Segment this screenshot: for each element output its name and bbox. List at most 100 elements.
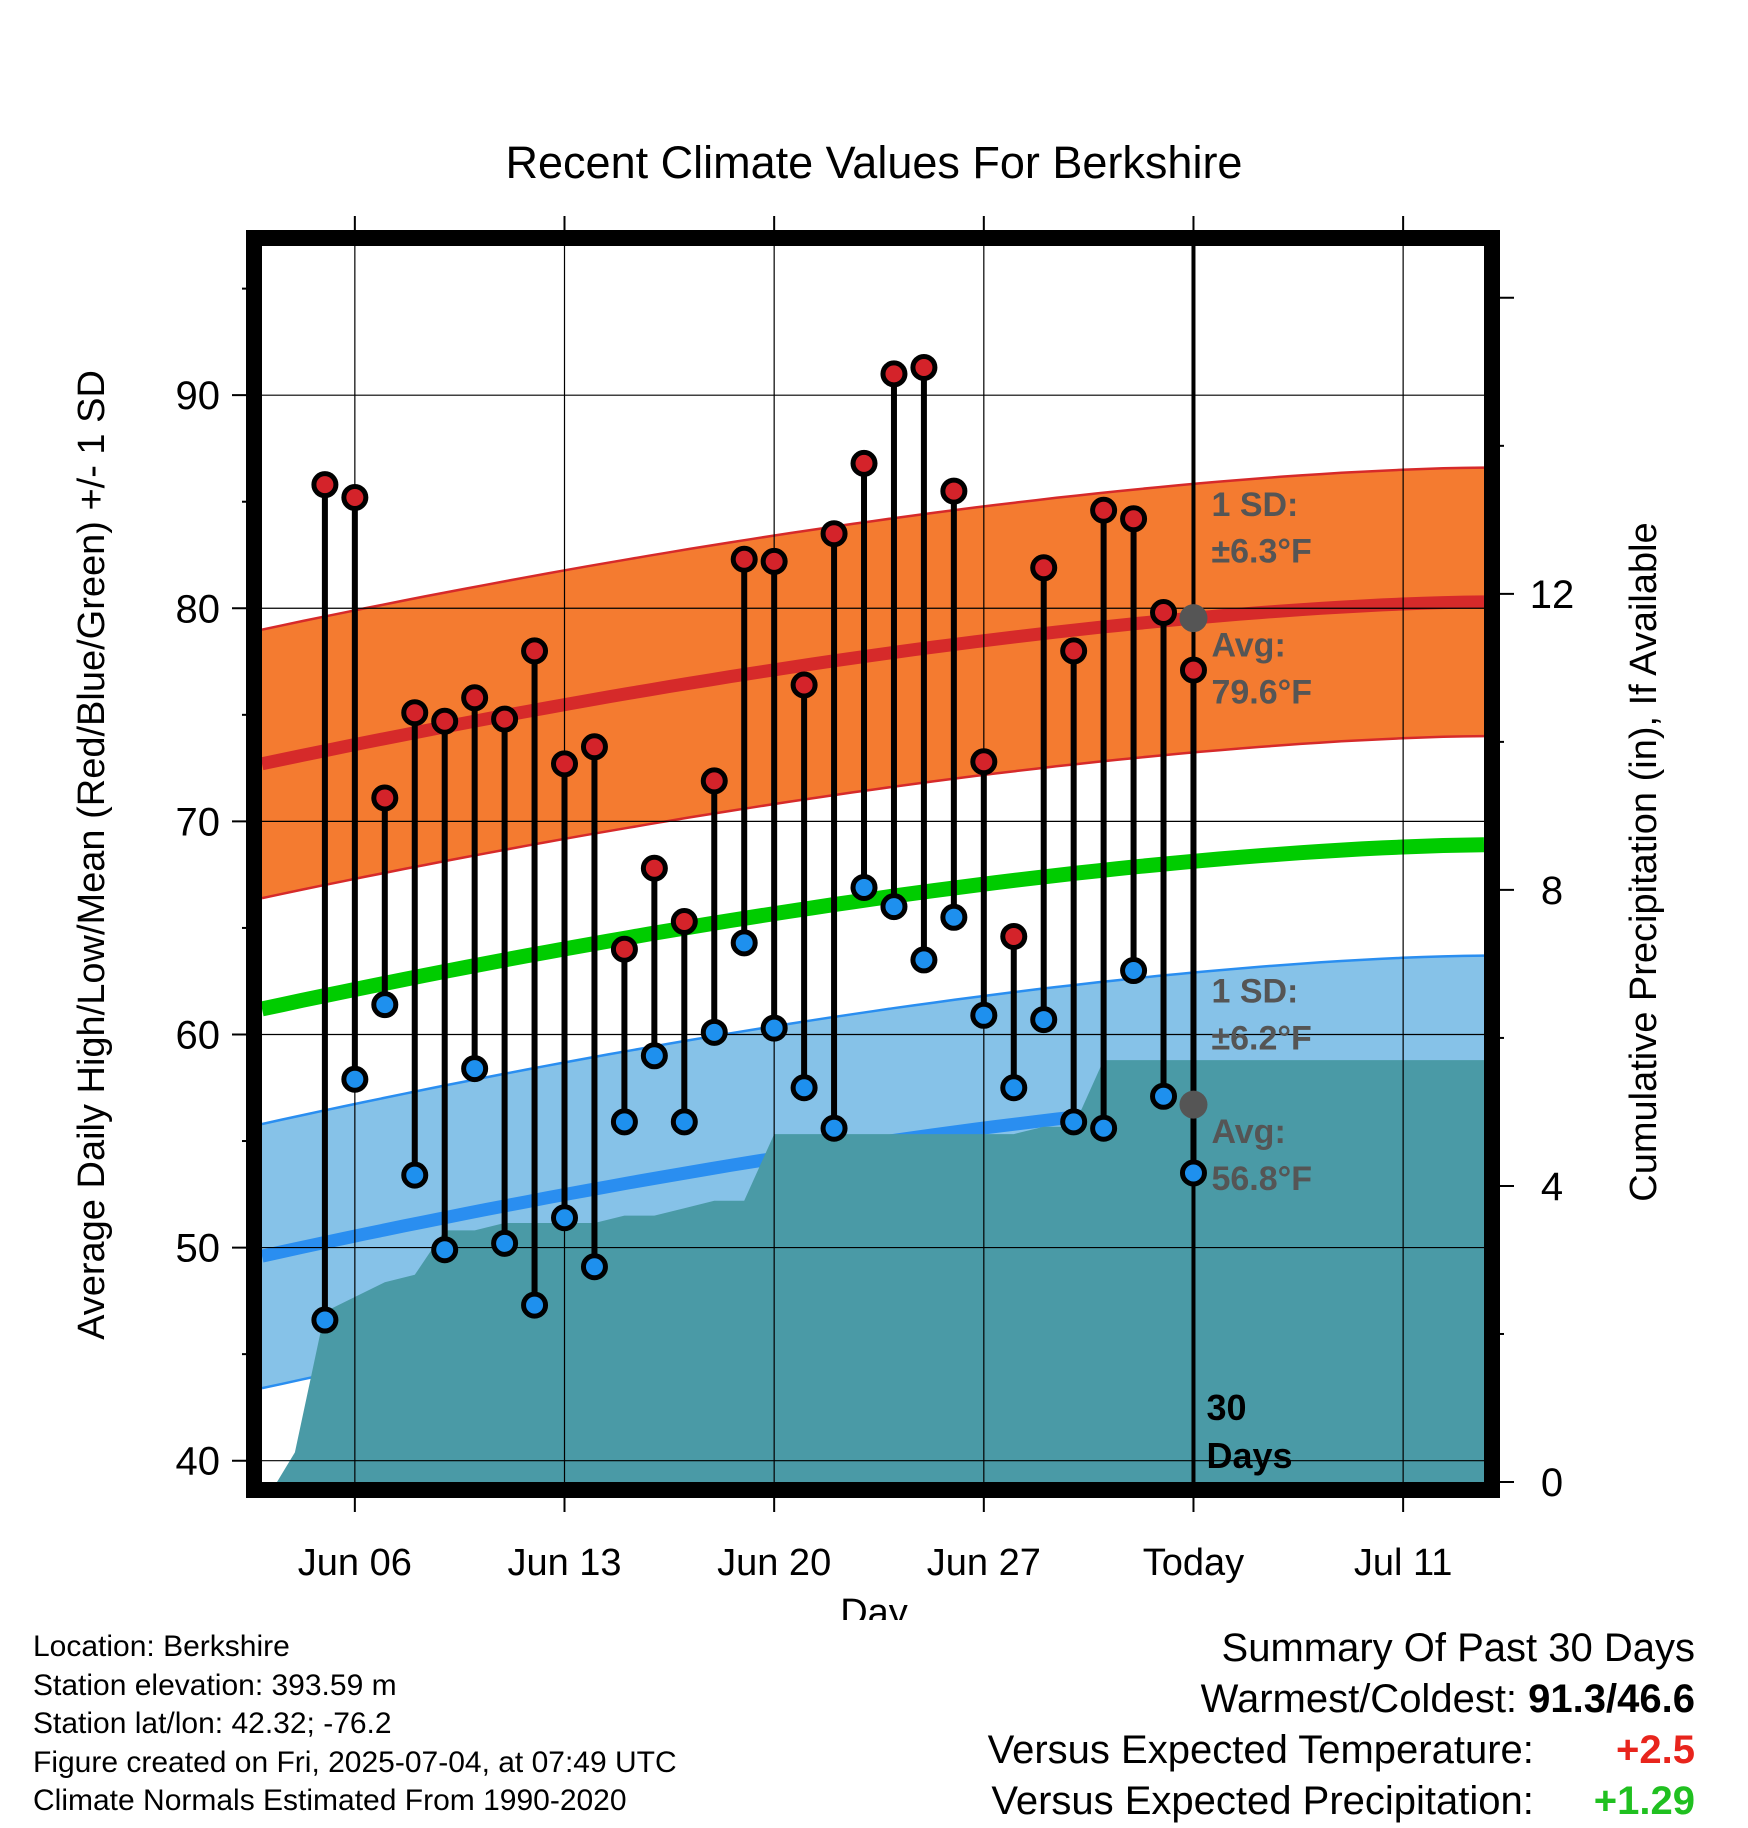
daily-high-point xyxy=(401,699,429,727)
daily-high-point xyxy=(551,750,579,778)
daily-low-point xyxy=(580,1253,608,1281)
x-axis-label: Day xyxy=(840,1592,908,1620)
daily-high-point xyxy=(610,935,638,963)
normal-high-line xyxy=(262,595,1484,771)
low-avg-label: Avg: xyxy=(1211,1113,1285,1151)
daily-high-point xyxy=(1030,554,1058,582)
chart-title: Recent Climate Values For Berkshire xyxy=(506,137,1243,188)
daily-low-point xyxy=(970,1001,998,1029)
daily-low-point xyxy=(820,1114,848,1142)
station-info: Location: Berkshire Station elevation: 3… xyxy=(33,1628,677,1821)
y-axis-label: Average Daily High/Low/Mean (Red/Blue/Gr… xyxy=(71,370,113,1340)
low-sd-label: 1 SD: xyxy=(1211,972,1298,1010)
today-low-normal-point xyxy=(1179,1090,1208,1119)
summary-warmest-label: Warmest/Coldest: xyxy=(1200,1677,1518,1721)
high-sd-label: 1 SD: xyxy=(1211,486,1298,524)
daily-high-point xyxy=(1179,656,1207,684)
daily-high-point xyxy=(940,477,968,505)
station-latlon: Station lat/lon: 42.32; -76.2 xyxy=(33,1707,392,1740)
x-tick-label: Jul 11 xyxy=(1354,1542,1453,1584)
station-elevation: Station elevation: 393.59 m xyxy=(33,1668,397,1702)
summary-precip-value: +1.29 xyxy=(1593,1779,1695,1823)
station-location: Location: Berkshire xyxy=(33,1630,290,1663)
daily-high-point xyxy=(1060,637,1088,665)
daily-low-point xyxy=(341,1065,369,1093)
x-tick-label: Jun 27 xyxy=(927,1542,1041,1584)
daily-low-point xyxy=(640,1042,668,1070)
summary-precip-label: Versus Expected Precipitation: xyxy=(991,1779,1534,1823)
summary-warmest-row: Warmest/Coldest: 91.3/46.6 xyxy=(988,1674,1695,1725)
daily-low-point xyxy=(940,903,968,931)
y2-tick-label: 12 xyxy=(1530,573,1575,617)
y-tick-label: 50 xyxy=(176,1227,221,1271)
daily-low-point xyxy=(1090,1114,1118,1142)
daily-high-point xyxy=(341,483,369,511)
summary-panel: Summary Of Past 30 Days Warmest/Coldest:… xyxy=(988,1623,1695,1827)
x-tick-label: Jun 20 xyxy=(717,1542,831,1584)
daily-high-point xyxy=(371,784,399,812)
low-sd-upper-edge xyxy=(262,954,1484,1126)
high-avg-value: 79.6°F xyxy=(1211,673,1312,711)
y-tick-label: 70 xyxy=(176,800,221,844)
daily-high-point xyxy=(1000,922,1028,950)
y2-tick-label: 8 xyxy=(1541,869,1563,913)
daily-high-point xyxy=(700,767,728,795)
daily-low-point xyxy=(311,1306,339,1334)
daily-low-point xyxy=(850,873,878,901)
y-tick-label: 60 xyxy=(176,1013,221,1057)
summary-title: Summary Of Past 30 Days xyxy=(1221,1626,1695,1670)
today-high-normal-point xyxy=(1179,604,1208,633)
daily-high-point xyxy=(670,908,698,936)
summary-warmest-value: 91.3/46.6 xyxy=(1528,1677,1695,1721)
daily-low-point xyxy=(1120,957,1148,985)
daily-high-point xyxy=(730,545,758,573)
y-tick-label: 40 xyxy=(176,1440,221,1484)
window-days-label: Days xyxy=(1206,1435,1292,1476)
daily-high-point xyxy=(311,471,339,499)
daily-low-point xyxy=(610,1108,638,1136)
daily-low-point xyxy=(371,991,399,1019)
summary-precip-row: Versus Expected Precipitation: +1.29 xyxy=(988,1776,1695,1827)
daily-high-point xyxy=(910,353,938,381)
daily-low-point xyxy=(790,1074,818,1102)
low-sd-value: ±6.2°F xyxy=(1211,1019,1311,1057)
daily-high-point xyxy=(850,449,878,477)
plot-content xyxy=(262,246,1484,1482)
high-sd-value: ±6.3°F xyxy=(1211,533,1311,571)
y2-tick-label: 0 xyxy=(1541,1461,1563,1505)
low-avg-value: 56.8°F xyxy=(1211,1160,1312,1198)
daily-low-point xyxy=(700,1018,728,1046)
summary-temp-row: Versus Expected Temperature: +2.5 xyxy=(988,1725,1695,1776)
summary-temp-label: Versus Expected Temperature: xyxy=(987,1728,1534,1772)
plot-frame xyxy=(246,230,1500,1498)
window-days-number: 30 xyxy=(1206,1387,1246,1428)
high-sd-lower-edge xyxy=(262,734,1484,900)
daily-low-point xyxy=(760,1014,788,1042)
x-tick-label: Jun 13 xyxy=(507,1542,621,1584)
daily-high-point xyxy=(880,360,908,388)
daily-high-point xyxy=(1090,496,1118,524)
daily-low-point xyxy=(461,1055,489,1083)
daily-low-point xyxy=(1060,1108,1088,1136)
daily-high-point xyxy=(970,748,998,776)
daily-high-point xyxy=(640,854,668,882)
daily-low-point xyxy=(670,1108,698,1136)
plot-area: 1 SD: ±6.3°F Avg: 79.6°F 1 SD: ±6.2°F Avg: 56.8… xyxy=(176,216,1575,1584)
normals-period: Climate Normals Estimated From 1990-2020 xyxy=(33,1784,627,1817)
daily-low-point xyxy=(1150,1082,1178,1110)
climate-chart: Recent Climate Values For Berkshire 1 SD… xyxy=(71,137,1665,1620)
daily-low-point xyxy=(551,1204,579,1232)
high-sd-upper-edge xyxy=(262,466,1484,631)
daily-low-point xyxy=(880,893,908,921)
daily-high-point xyxy=(491,705,519,733)
daily-low-point xyxy=(1179,1159,1207,1187)
daily-low-point xyxy=(730,929,758,957)
y-tick-label: 80 xyxy=(176,587,221,631)
daily-low-point xyxy=(1000,1074,1028,1102)
daily-high-point xyxy=(461,684,489,712)
daily-high-point xyxy=(580,733,608,761)
daily-high-point xyxy=(431,707,459,735)
daily-low-point xyxy=(401,1161,429,1189)
daily-high-point xyxy=(521,637,549,665)
y-tick-label: 90 xyxy=(176,374,221,418)
